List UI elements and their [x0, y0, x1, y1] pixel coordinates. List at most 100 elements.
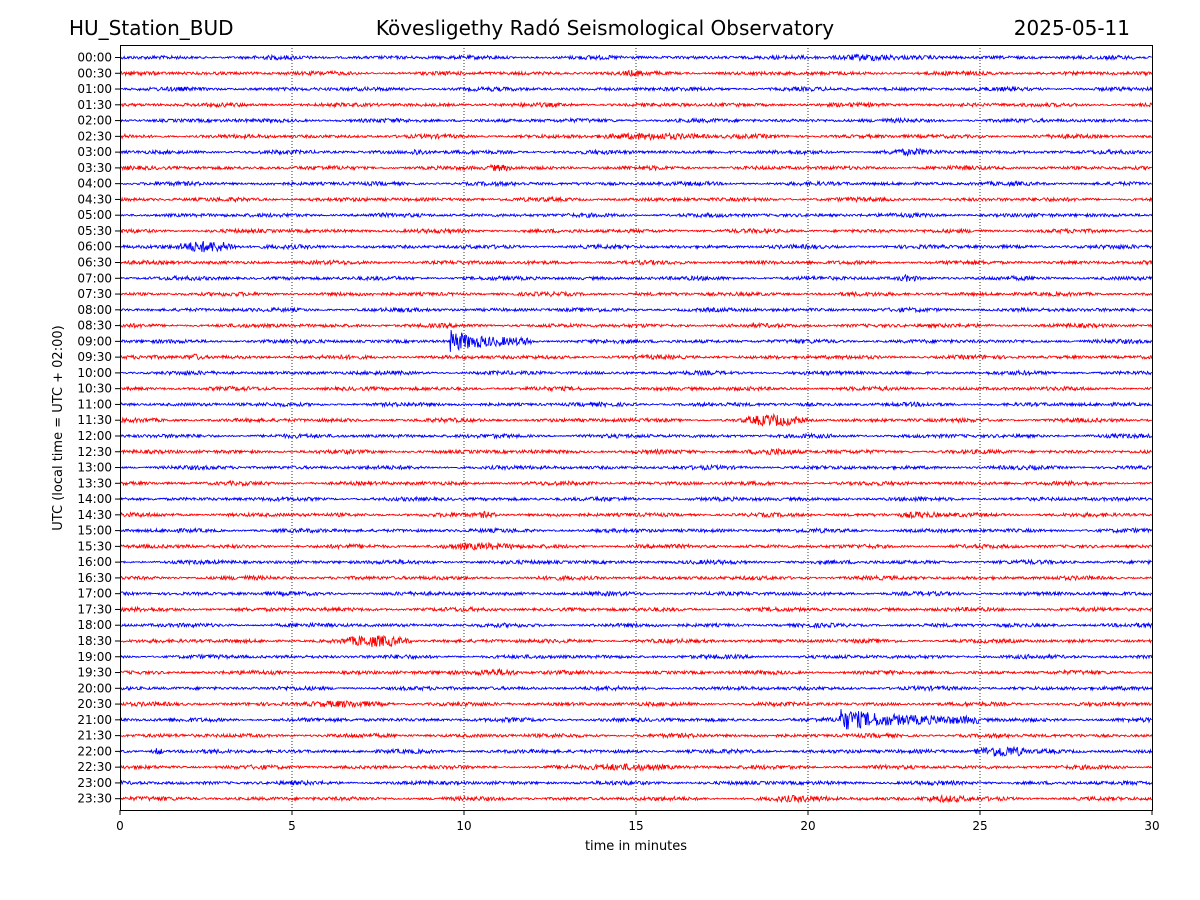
y-tick-label: 07:30 — [77, 287, 112, 301]
trace-2300 — [119, 779, 1153, 787]
trace-0500 — [119, 211, 1153, 219]
y-tick-label: 07:00 — [77, 271, 112, 285]
trace-0430 — [119, 195, 1153, 204]
trace-0030 — [119, 69, 1153, 78]
trace-0200 — [119, 116, 1153, 125]
chart-date: 2025-05-11 — [1014, 16, 1130, 40]
y-tick-label: 15:30 — [77, 539, 112, 553]
trace-0300 — [119, 147, 1152, 157]
y-tick-label: 09:30 — [77, 350, 112, 364]
trace-0230 — [119, 131, 1152, 142]
y-tick-label: 20:30 — [77, 697, 112, 711]
y-tick-label: 02:30 — [77, 129, 112, 143]
y-tick-label: 16:00 — [77, 555, 112, 569]
y-tick-label: 22:30 — [77, 760, 112, 774]
trace-0100 — [120, 85, 1153, 93]
trace-1900 — [119, 653, 1153, 661]
y-tick-label: 12:00 — [77, 429, 112, 443]
y-tick-label: 20:00 — [77, 681, 112, 695]
trace-1730 — [120, 605, 1153, 614]
y-axis-label: UTC (local time = UTC + 02:00) — [51, 325, 66, 530]
trace-0000 — [119, 53, 1152, 62]
trace-0530 — [119, 227, 1153, 235]
x-tick-label: 20 — [800, 819, 815, 833]
y-tick-label: 02:00 — [77, 114, 112, 128]
trace-1830 — [119, 634, 1153, 648]
trace-2030 — [119, 700, 1152, 708]
y-tick-label: 18:30 — [77, 634, 112, 648]
trace-1500 — [119, 526, 1153, 535]
y-tick-label: 17:00 — [77, 587, 112, 601]
y-tick-label: 17:30 — [77, 602, 112, 616]
x-tick-label: 25 — [972, 819, 987, 833]
y-tick-label: 09:00 — [77, 334, 112, 348]
station-name: HU_Station_BUD — [69, 16, 234, 40]
y-tick-label: 13:30 — [77, 476, 112, 490]
trace-1100 — [119, 400, 1153, 409]
y-tick-label: 04:00 — [77, 177, 112, 191]
trace-2130 — [119, 731, 1153, 740]
grid-lines — [291, 45, 981, 810]
trace-1630 — [119, 574, 1153, 582]
y-tick-label: 06:30 — [77, 256, 112, 270]
y-tick-label: 13:00 — [77, 461, 112, 475]
trace-0930 — [119, 353, 1153, 361]
y-tick-label: 16:30 — [77, 571, 112, 585]
trace-1130 — [119, 412, 1153, 427]
y-tick-label: 10:30 — [77, 382, 112, 396]
trace-1700 — [119, 590, 1153, 598]
y-tick-label: 00:30 — [77, 66, 112, 80]
trace-2000 — [119, 684, 1153, 693]
y-tick-label: 08:30 — [77, 319, 112, 333]
y-tick-label: 21:30 — [77, 729, 112, 743]
y-tick-label: 08:00 — [77, 303, 112, 317]
y-tick-label: 04:30 — [77, 192, 112, 206]
trace-1400 — [119, 495, 1153, 503]
trace-0900 — [119, 329, 1153, 352]
trace-1600 — [119, 558, 1152, 566]
x-tick-label: 30 — [1144, 819, 1159, 833]
y-tick-label: 10:00 — [77, 366, 112, 380]
trace-0800 — [119, 306, 1153, 314]
y-tick-label: 19:00 — [77, 650, 112, 664]
x-tick-label: 5 — [288, 819, 296, 833]
trace-1000 — [119, 369, 1153, 377]
trace-0730 — [119, 290, 1153, 298]
y-tick-label: 14:00 — [77, 492, 112, 506]
trace-1930 — [119, 667, 1153, 677]
x-tick-label: 10 — [456, 819, 471, 833]
y-tick-label: 14:30 — [77, 508, 112, 522]
trace-2200 — [119, 746, 1153, 758]
y-tick-label: 01:00 — [77, 82, 112, 96]
trace-0630 — [119, 258, 1153, 267]
y-tick-label: 19:30 — [77, 666, 112, 680]
y-tick-label: 11:30 — [77, 413, 112, 427]
chart-title: Kövesligethy Radó Seismological Observat… — [376, 16, 834, 40]
x-axis-label: time in minutes — [585, 839, 687, 854]
y-tick-label: 03:30 — [77, 161, 112, 175]
y-tick-label: 18:00 — [77, 618, 112, 632]
y-tick-label: 05:30 — [77, 224, 112, 238]
y-tick-label: 21:00 — [77, 713, 112, 727]
y-tick-label: 01:30 — [77, 98, 112, 112]
plot-frame — [120, 45, 1153, 811]
trace-1230 — [119, 447, 1152, 457]
y-tick-label: 22:00 — [77, 744, 112, 758]
y-tick-label: 23:00 — [77, 776, 112, 790]
trace-0700 — [119, 273, 1153, 282]
y-tick-label: 03:00 — [77, 145, 112, 159]
trace-1030 — [119, 384, 1152, 393]
trace-0330 — [119, 163, 1153, 172]
x-tick-label: 0 — [116, 819, 124, 833]
trace-group — [119, 53, 1153, 804]
trace-2230 — [119, 762, 1152, 772]
x-tick-label: 15 — [628, 819, 643, 833]
trace-1800 — [119, 621, 1153, 629]
trace-2330 — [119, 793, 1153, 804]
x-axis: 0 5 10 15 20 25 30 — [116, 810, 1160, 833]
trace-1200 — [119, 432, 1153, 440]
y-tick-label: 11:00 — [77, 397, 112, 411]
y-tick-label: 05:00 — [77, 208, 112, 222]
